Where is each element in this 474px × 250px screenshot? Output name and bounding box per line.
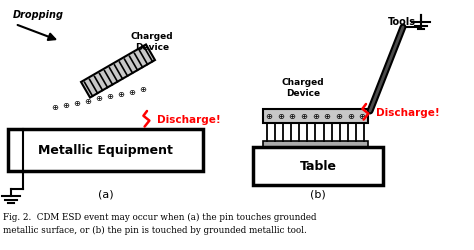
Text: ⊕: ⊕ (324, 112, 331, 121)
Polygon shape (81, 45, 155, 98)
Text: Charged
Device: Charged Device (282, 78, 324, 98)
Text: Discharge!: Discharge! (376, 108, 440, 118)
Bar (263, 142, 368, 152)
Text: ⊕: ⊕ (335, 112, 342, 121)
Text: ⊕: ⊕ (73, 98, 81, 108)
Text: Table: Table (300, 160, 337, 173)
Text: ⊕: ⊕ (347, 112, 354, 121)
Text: (a): (a) (98, 189, 113, 199)
Text: ⊕: ⊕ (359, 112, 365, 121)
Text: ⊕: ⊕ (52, 103, 58, 112)
Text: ⊕: ⊕ (118, 90, 125, 98)
Text: ⊕: ⊕ (139, 85, 146, 94)
Bar (253, 148, 383, 185)
Text: Dropping: Dropping (13, 10, 64, 20)
Text: Fig. 2.  CDM ESD event may occur when (a) the pin touches grounded: Fig. 2. CDM ESD event may occur when (a)… (3, 212, 317, 221)
Text: Discharge!: Discharge! (157, 114, 221, 124)
Text: ⊕: ⊕ (107, 92, 113, 101)
Text: Metallic Equipment: Metallic Equipment (38, 144, 173, 157)
Text: ⊕: ⊕ (277, 112, 284, 121)
Text: Tools: Tools (388, 17, 416, 27)
Text: Charged
Device: Charged Device (131, 32, 173, 52)
Bar (263, 110, 368, 124)
Text: ⊕: ⊕ (84, 96, 91, 105)
Text: ⊕: ⊕ (63, 101, 70, 110)
Text: metallic surface, or (b) the pin is touched by grounded metallic tool.: metallic surface, or (b) the pin is touc… (3, 225, 307, 234)
Text: ⊕: ⊕ (95, 94, 102, 103)
Text: ⊕: ⊕ (312, 112, 319, 121)
Bar (8, 130, 203, 171)
Text: ⊕: ⊕ (289, 112, 296, 121)
Text: ⊕: ⊕ (265, 112, 273, 121)
Text: ⊕: ⊕ (128, 88, 136, 96)
Text: (b): (b) (310, 189, 326, 199)
Text: ⊕: ⊕ (301, 112, 307, 121)
